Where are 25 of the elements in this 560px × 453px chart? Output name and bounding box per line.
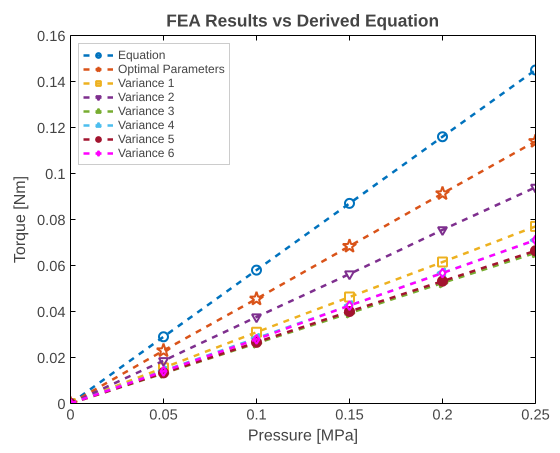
x-axis-title: Pressure [MPa] bbox=[248, 428, 358, 444]
y-tick-label: 0.14 bbox=[36, 75, 66, 91]
legend-label: Variance 1 bbox=[118, 76, 174, 90]
x-tick-label: 0.05 bbox=[149, 408, 178, 424]
legend-label: Variance 6 bbox=[118, 146, 174, 160]
legend-label: Variance 2 bbox=[118, 90, 174, 104]
x-tick-label: 0.2 bbox=[432, 408, 453, 424]
y-tick-label: 0.02 bbox=[36, 351, 66, 367]
y-tick-label: 0.16 bbox=[36, 29, 66, 45]
legend-label: Variance 4 bbox=[118, 118, 174, 132]
x-tick-label: 0.25 bbox=[521, 408, 550, 424]
legend-label: Equation bbox=[118, 48, 166, 62]
y-tick-label: 0.06 bbox=[36, 259, 66, 275]
y-tick-label: 0.04 bbox=[36, 305, 66, 321]
y-tick-label: 0.12 bbox=[36, 121, 66, 137]
x-tick-label: 0.15 bbox=[335, 408, 364, 424]
legend-label: Variance 5 bbox=[118, 132, 174, 146]
chart-title: FEA Results vs Derived Equation bbox=[166, 10, 440, 30]
legend-label: Variance 3 bbox=[118, 104, 174, 118]
y-tick-label: 0.1 bbox=[45, 167, 66, 183]
y-tick-label: 0 bbox=[57, 397, 66, 413]
x-tick-label: 0.1 bbox=[246, 408, 267, 424]
legend-label: Optimal Parameters bbox=[118, 62, 225, 76]
y-axis-title: Torque [Nm] bbox=[12, 176, 29, 264]
y-tick-label: 0.08 bbox=[36, 213, 66, 229]
